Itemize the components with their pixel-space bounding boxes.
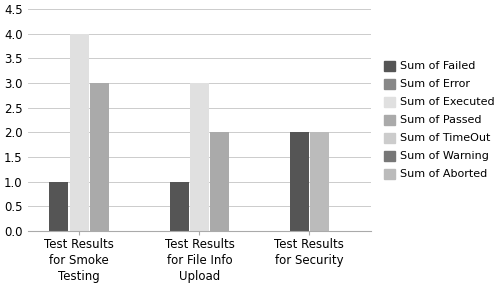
Bar xyxy=(70,34,88,231)
Bar xyxy=(290,132,308,231)
Legend: Sum of Failed, Sum of Error, Sum of Executed, Sum of Passed, Sum of TimeOut, Sum: Sum of Failed, Sum of Error, Sum of Exec… xyxy=(384,61,495,179)
Bar xyxy=(210,132,229,231)
Bar xyxy=(50,182,68,231)
Bar xyxy=(190,83,209,231)
Bar xyxy=(90,83,109,231)
Bar xyxy=(170,182,188,231)
Bar xyxy=(310,132,329,231)
